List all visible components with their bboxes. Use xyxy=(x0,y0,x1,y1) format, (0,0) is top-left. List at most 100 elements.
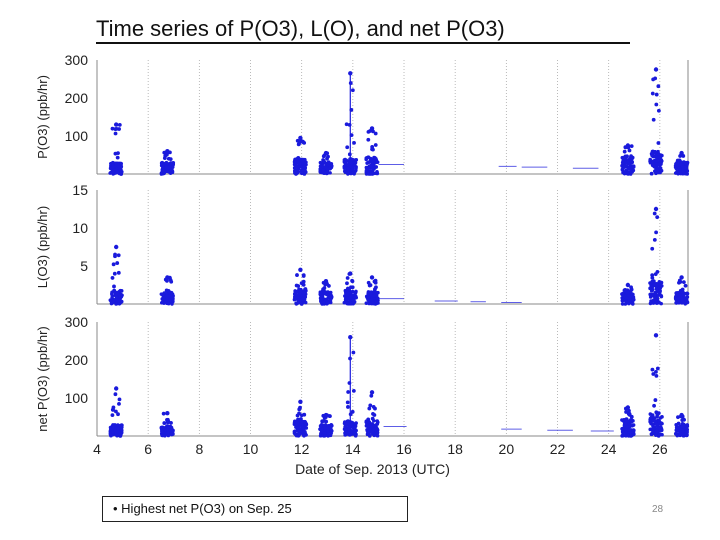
data-point xyxy=(650,292,655,297)
peak-point xyxy=(323,150,329,156)
y-tick-label: 5 xyxy=(80,258,88,274)
data-point xyxy=(165,297,169,302)
data-point xyxy=(345,292,350,297)
data-point xyxy=(342,166,347,170)
data-point xyxy=(653,398,658,402)
data-point xyxy=(161,411,166,416)
data-point xyxy=(373,406,377,411)
data-point xyxy=(167,290,172,295)
data-point xyxy=(116,298,121,303)
data-point xyxy=(631,297,636,302)
data-point xyxy=(343,421,347,426)
data-point xyxy=(348,356,352,361)
data-point xyxy=(111,162,115,166)
data-point xyxy=(629,434,634,438)
data-point xyxy=(655,366,660,371)
y-tick-label: 200 xyxy=(65,352,89,368)
data-point xyxy=(650,153,655,158)
data-point xyxy=(652,403,656,408)
data-point xyxy=(349,108,354,112)
data-point xyxy=(684,297,689,302)
peak-point xyxy=(298,135,303,141)
data-point xyxy=(626,158,630,163)
data-point xyxy=(159,172,164,176)
data-point xyxy=(365,161,369,165)
data-point xyxy=(169,161,173,166)
data-point xyxy=(302,294,307,299)
data-point xyxy=(371,160,376,165)
slide-title: Time series of P(O3), L(O), and net P(O3… xyxy=(96,16,505,41)
peak-point xyxy=(625,405,631,410)
data-point xyxy=(620,302,625,306)
data-point xyxy=(300,425,305,429)
data-point xyxy=(116,412,120,417)
data-point xyxy=(654,102,659,107)
data-point xyxy=(354,168,358,173)
data-point xyxy=(654,92,659,97)
data-point xyxy=(676,299,681,304)
y-tick-label: 15 xyxy=(72,182,88,198)
data-point xyxy=(680,290,685,294)
data-point xyxy=(116,270,121,275)
data-point xyxy=(624,410,628,414)
data-point xyxy=(651,425,656,430)
data-point xyxy=(627,148,632,153)
data-point xyxy=(345,276,350,280)
data-point xyxy=(293,429,298,433)
data-point xyxy=(629,144,634,149)
data-point xyxy=(375,300,380,305)
data-point xyxy=(620,430,625,434)
data-point xyxy=(372,289,377,294)
data-point xyxy=(110,292,114,296)
data-point xyxy=(658,290,662,295)
data-point xyxy=(656,141,661,145)
data-point xyxy=(343,297,348,302)
page-number: 28 xyxy=(652,504,664,515)
data-point xyxy=(168,164,172,169)
data-point xyxy=(350,157,355,162)
data-point xyxy=(368,290,373,295)
data-point xyxy=(165,279,169,283)
data-point xyxy=(366,172,371,176)
data-point xyxy=(292,160,297,164)
data-point xyxy=(678,431,682,436)
x-tick-label: 8 xyxy=(195,441,203,457)
data-point xyxy=(648,286,652,291)
peak-point xyxy=(165,149,170,154)
x-tick-label: 24 xyxy=(601,441,617,457)
data-point xyxy=(650,276,655,280)
data-point xyxy=(653,151,658,156)
data-point xyxy=(170,302,174,306)
data-point xyxy=(651,117,656,122)
data-point xyxy=(113,151,118,156)
y-tick-label: 100 xyxy=(65,128,89,144)
data-point xyxy=(301,140,305,145)
x-tick-label: 26 xyxy=(652,441,668,457)
x-axis-label: Date of Sep. 2013 (UTC) xyxy=(295,461,450,477)
data-point xyxy=(300,158,305,163)
data-point xyxy=(118,288,123,293)
data-point xyxy=(325,428,330,433)
y-tick-label: 200 xyxy=(65,90,89,106)
data-point xyxy=(347,122,352,127)
y-tick-label: 300 xyxy=(65,52,89,68)
data-point xyxy=(348,296,353,300)
data-point xyxy=(657,433,662,437)
data-point xyxy=(370,416,375,421)
data-point xyxy=(110,413,115,418)
data-point xyxy=(115,155,120,160)
data-point xyxy=(165,424,170,429)
data-point xyxy=(301,291,306,296)
data-point xyxy=(685,423,690,427)
x-tick-label: 6 xyxy=(144,441,152,457)
data-point xyxy=(375,433,380,438)
x-tick-label: 18 xyxy=(447,441,463,457)
data-point xyxy=(344,122,349,127)
data-point xyxy=(299,281,304,286)
data-point xyxy=(654,159,658,163)
data-point xyxy=(368,403,373,408)
data-point xyxy=(373,131,378,136)
data-point xyxy=(685,161,690,165)
data-point xyxy=(625,418,629,422)
